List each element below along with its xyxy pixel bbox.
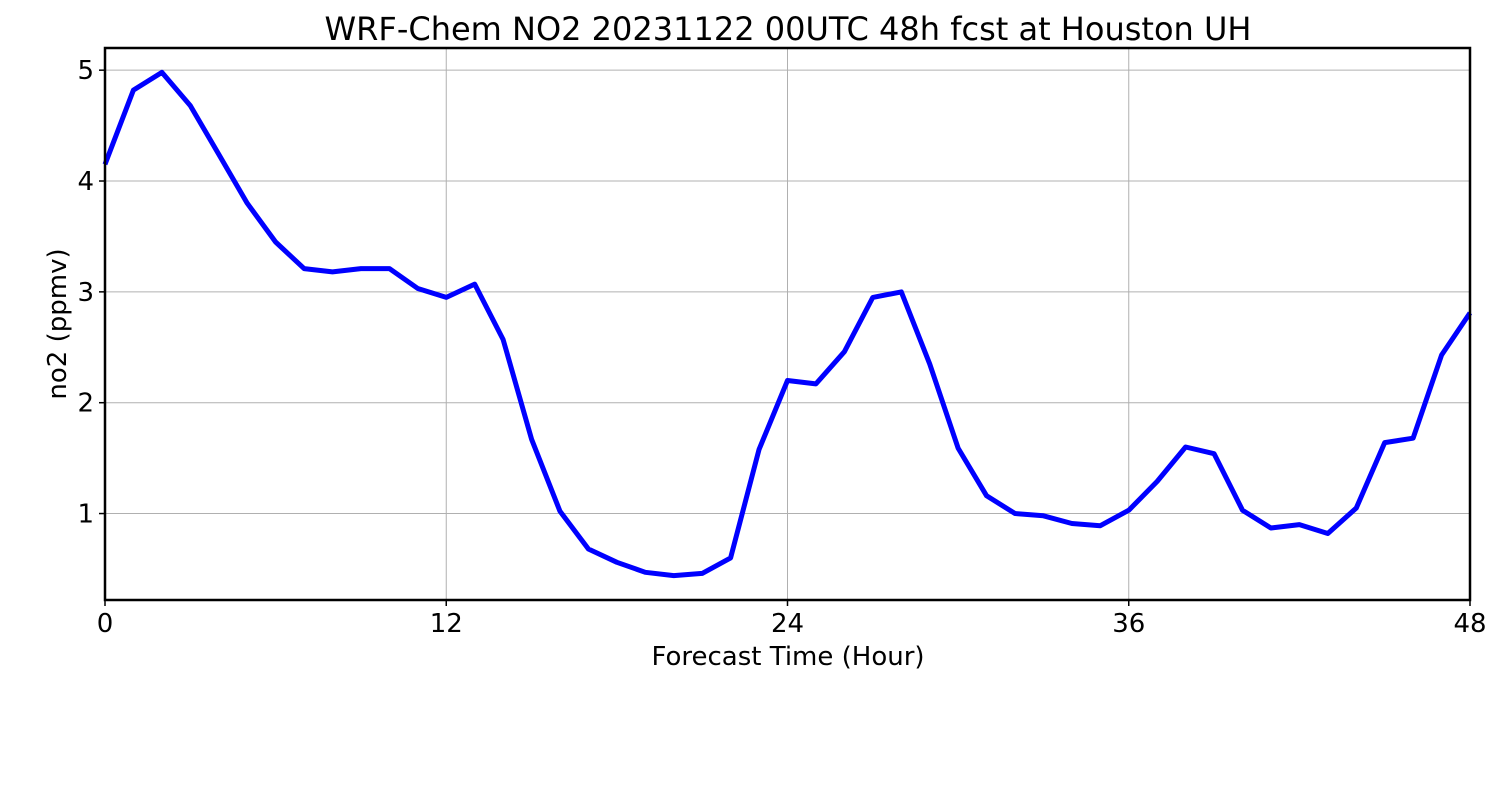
x-tick-label: 24	[771, 609, 804, 639]
y-tick-label: 4	[77, 167, 94, 197]
chart-title: WRF-Chem NO2 20231122 00UTC 48h fcst at …	[325, 10, 1252, 48]
series-layer	[102, 69, 1473, 579]
y-tick-label: 5	[77, 56, 94, 86]
x-tick-label: 48	[1453, 609, 1486, 639]
y-axis-ticks: 1 2 3 4 5	[77, 56, 105, 530]
x-tick-label: 36	[1112, 609, 1145, 639]
no2-series-line	[102, 69, 1473, 579]
y-tick-label: 2	[77, 389, 94, 419]
y-tick-label: 1	[77, 500, 94, 530]
y-axis-label: no2 (ppmv)	[43, 248, 73, 399]
grid-lines	[104, 48, 1471, 600]
x-tick-label: 12	[430, 609, 463, 639]
x-tick-label: 0	[97, 609, 114, 639]
x-axis-ticks: 0 12 24 36 48	[97, 600, 1487, 639]
y-tick-label: 3	[77, 278, 94, 308]
x-axis-label: Forecast Time (Hour)	[651, 642, 924, 672]
